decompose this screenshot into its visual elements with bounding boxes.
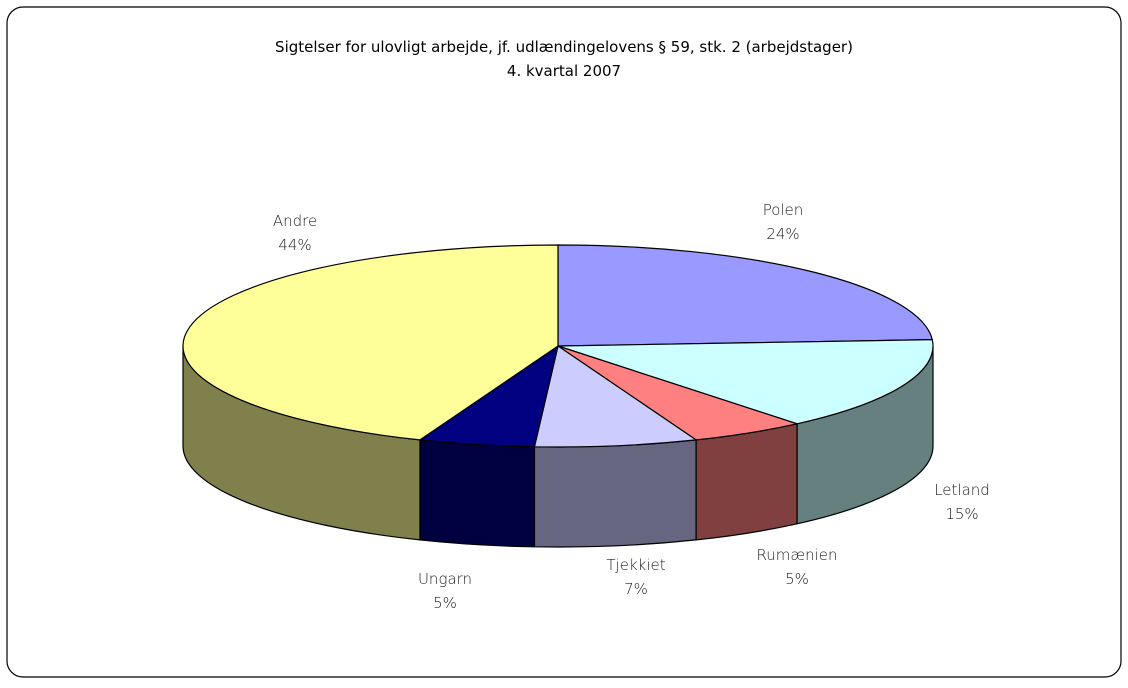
slice-value-label: 7% xyxy=(624,580,648,598)
slice-label: Rumænien xyxy=(756,546,837,564)
chart-subtitle: 4. kvartal 2007 xyxy=(507,62,621,80)
slice-label: Andre xyxy=(273,212,317,230)
pie-side xyxy=(533,439,697,548)
pie-slice xyxy=(533,345,698,448)
pie-slice xyxy=(557,244,934,347)
pie-side xyxy=(695,423,798,541)
chart-title: Sigtelser for ulovligt arbejde, jf. udlæ… xyxy=(275,38,853,56)
slice-value-label: 15% xyxy=(945,505,978,523)
pie-slice xyxy=(557,339,934,425)
slice-value-label: 5% xyxy=(433,594,457,612)
slice-value-label: 5% xyxy=(785,570,809,588)
slice-label: Ungarn xyxy=(418,570,472,588)
slice-value-label: 44% xyxy=(278,236,311,254)
slice-value-label: 24% xyxy=(766,225,799,243)
slice-label: Tjekkiet xyxy=(606,556,665,574)
slice-label: Letland xyxy=(934,481,990,499)
pie-slice xyxy=(182,244,559,441)
slice-label: Polen xyxy=(763,201,804,219)
pie-side xyxy=(419,439,536,548)
